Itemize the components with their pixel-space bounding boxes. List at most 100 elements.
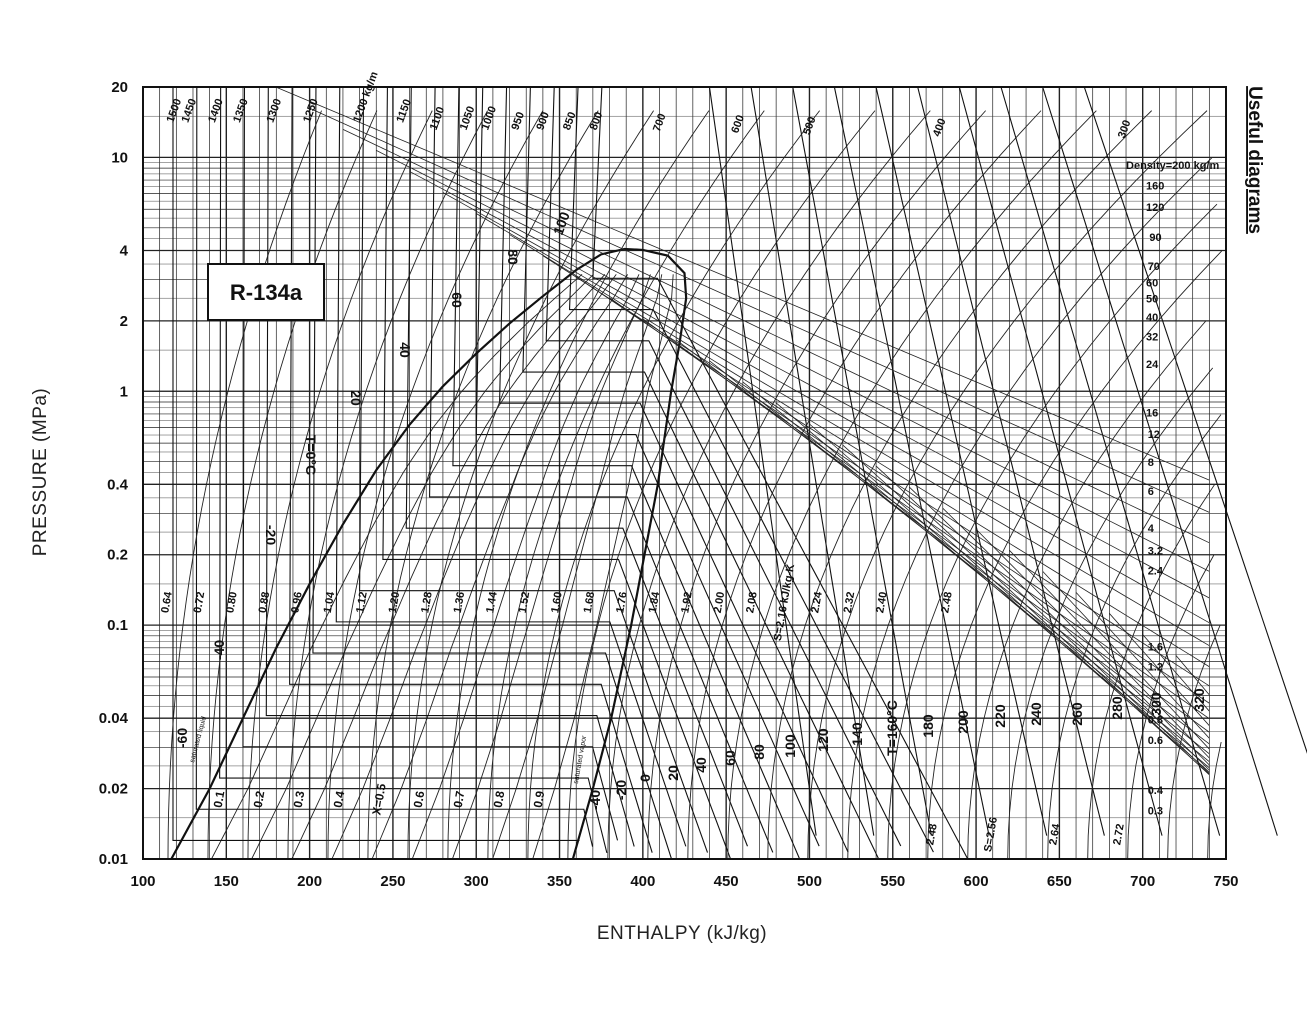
isentrope: [1047, 414, 1222, 860]
isentrope: [607, 110, 931, 860]
isentrope: [687, 110, 1042, 860]
isotherm: [265, 86, 635, 847]
entropy-label: 1.20: [387, 591, 403, 614]
isochore: [376, 150, 1210, 572]
isochore: [1009, 550, 1210, 759]
isotherm: [452, 86, 800, 859]
x-axis-title: ENTHALPY (kJ/kg): [597, 923, 767, 944]
isochore: [1042, 571, 1210, 750]
temperature-label: 320: [1191, 688, 1207, 712]
quality-line: [211, 273, 583, 860]
quality-label: 0.9: [531, 790, 548, 809]
temperature-label: 200: [955, 710, 971, 734]
density-label: 950: [509, 110, 527, 131]
isochore: [309, 107, 1210, 513]
isotherm: [568, 86, 934, 853]
isentrope: [407, 110, 654, 860]
temperature-label: 0: [637, 774, 653, 782]
isotherm-superheat: [1000, 87, 1221, 836]
y-tick-label: 2: [120, 313, 128, 330]
y-tick-label: 4: [120, 242, 129, 259]
temperature-label: 220: [992, 704, 1008, 728]
entropy-label: 1.28: [419, 591, 435, 614]
density-label: 3.2: [1148, 546, 1163, 558]
density-label: 0.4: [1148, 785, 1164, 797]
y-tick-label: 0.04: [99, 710, 129, 727]
y-tick-label: 10: [111, 149, 128, 166]
entropy-label: 2.72: [1111, 823, 1127, 846]
x-tick-label: 600: [964, 873, 989, 890]
entropy-label: 1.12: [354, 591, 370, 614]
isentrope: [487, 110, 765, 860]
entropy-label: 2.08: [744, 591, 760, 614]
x-tick-label: 700: [1130, 873, 1155, 890]
temperature-label: 80: [751, 744, 767, 760]
entropy-label: 2.48: [924, 823, 940, 846]
isochore: [1109, 613, 1210, 726]
density-label: 600: [729, 114, 747, 135]
x-tick-label: 550: [880, 873, 905, 890]
isentrope: [367, 110, 599, 860]
density-label: 800: [588, 110, 606, 131]
x-tick-label: 100: [130, 873, 155, 890]
entropy-label: 2.64: [1047, 822, 1063, 846]
isochore: [442, 192, 1210, 624]
density-label: 50: [1146, 293, 1158, 305]
temperature-label: -60: [174, 728, 190, 748]
isentrope: [207, 110, 378, 860]
isentrope: [247, 110, 433, 860]
density-label: 40: [1146, 312, 1158, 324]
isentrope: [447, 110, 710, 860]
isotherm: [242, 86, 619, 841]
temperature-label: 140: [849, 722, 865, 746]
isotherm-superheat: [958, 87, 1163, 836]
temperature-label: T=0°C: [303, 435, 319, 475]
quality-label: 0.4: [331, 790, 348, 809]
temperature-label: 20: [665, 765, 681, 781]
isochore: [276, 86, 1210, 481]
isotherm: [498, 86, 849, 853]
isentrope: [527, 110, 820, 860]
saturation-dome: [170, 247, 688, 860]
isochore: [775, 402, 1210, 769]
entropy-label: 0.80: [224, 591, 240, 614]
density-label: 6: [1148, 486, 1154, 498]
entropy-label: 0.88: [257, 591, 273, 614]
isotherm: [405, 86, 748, 847]
isentrope: [167, 110, 322, 860]
entropy-label: 2.32: [842, 591, 858, 614]
isotherm: [219, 86, 608, 853]
isotherm-superheat: [750, 87, 875, 836]
x-tick-label: 400: [630, 873, 655, 890]
temperature-label: 300: [1148, 692, 1164, 716]
temperature-label: 260: [1069, 702, 1085, 726]
isentrope: [807, 110, 1208, 860]
y-tick-label: 1: [120, 383, 128, 400]
isotherm: [195, 86, 594, 847]
y-tick-label: 0.1: [107, 617, 128, 634]
isochore: [1175, 655, 1210, 696]
density-label: Density=200 kg/m: [1126, 160, 1219, 172]
quality-line: [251, 274, 594, 860]
temperature-label: 120: [815, 728, 831, 752]
entropy-label: 2.24: [809, 590, 825, 614]
density-label: 300: [1116, 119, 1134, 140]
isentrope: [567, 110, 876, 860]
temperature-label: 100: [782, 734, 798, 758]
entropy-label: 0.72: [192, 591, 208, 614]
entropy-label: 0.64: [159, 590, 175, 614]
density-label: 2.4: [1148, 565, 1164, 577]
isochore: [1075, 592, 1210, 739]
x-tick-label: 450: [714, 873, 739, 890]
density-label: 1.2: [1148, 661, 1163, 673]
density-label: 90: [1149, 232, 1161, 244]
quality-label: X=0.5: [369, 782, 388, 816]
plot-frame: [142, 86, 1227, 860]
isotherm: [592, 86, 968, 859]
entropy-label: 2.48: [939, 591, 955, 614]
isotherm: [335, 86, 687, 847]
entropy-label: 1.60: [549, 591, 565, 614]
isotherm-superheat: [708, 87, 817, 836]
isotherm: [172, 87, 580, 842]
